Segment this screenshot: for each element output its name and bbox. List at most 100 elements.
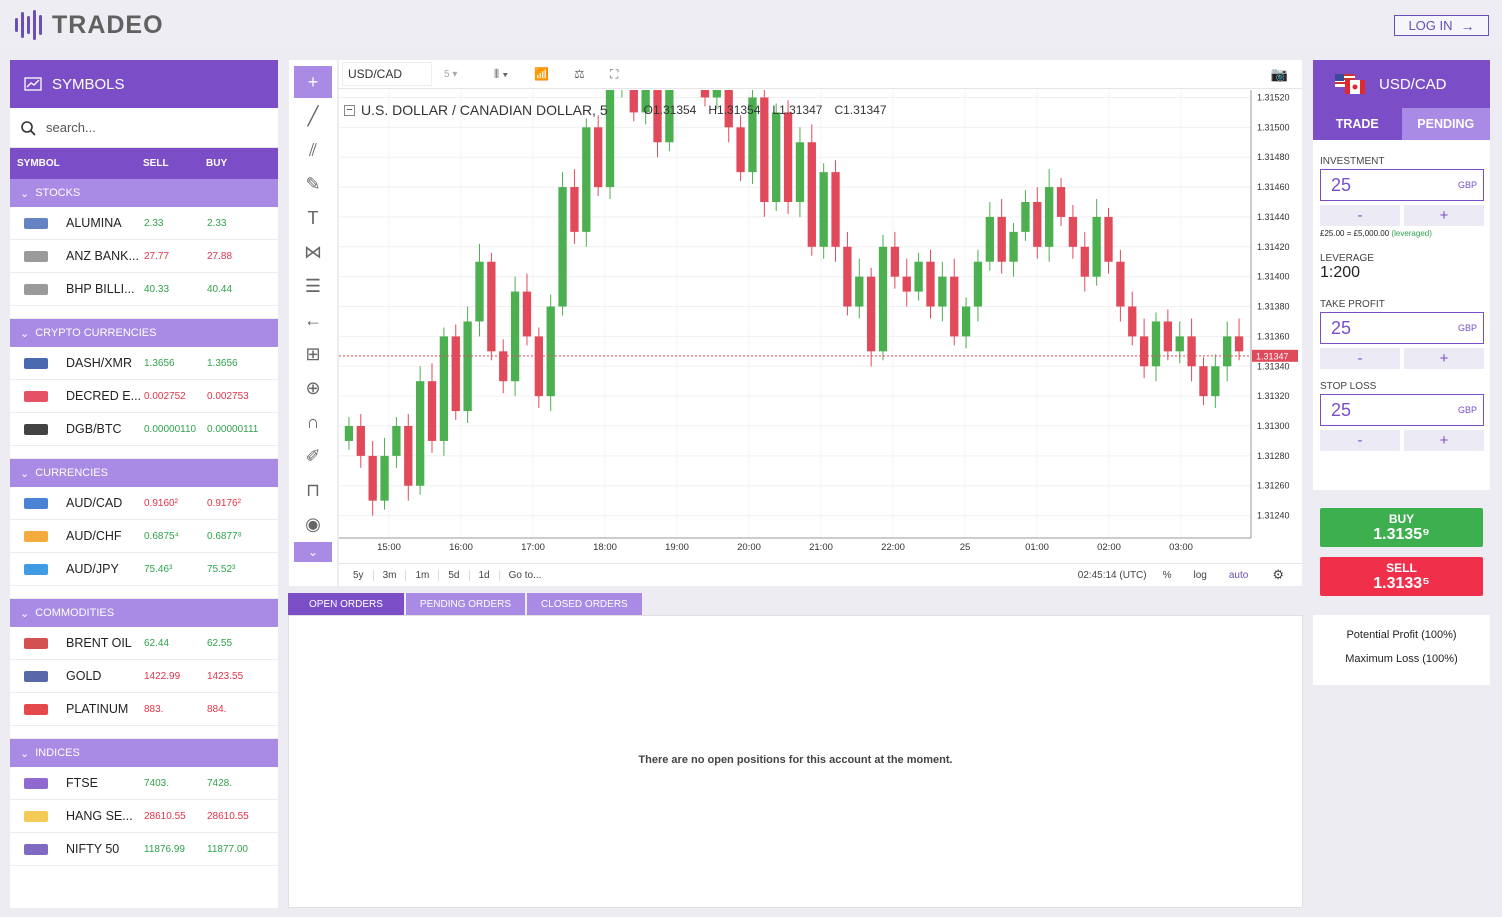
candlestick-chart[interactable]: 1.31520 1.31500 1.31480 1.31460 1.31440 1.314… — [339, 90, 1302, 564]
symbol-search[interactable]: search... — [10, 108, 278, 148]
fibonacci-tool-icon[interactable]: ☰ — [304, 275, 322, 296]
investment-plus-button[interactable]: + — [1404, 205, 1484, 226]
symbol-sell: 1.3656 — [144, 357, 175, 369]
symbol-row[interactable]: AUD/CAD 0.9160² 0.9176² — [10, 487, 278, 520]
candle-body — [380, 455, 389, 501]
category-header[interactable]: ⌄ CURRENCIES — [10, 459, 278, 487]
collapse-legend-icon[interactable]: − — [344, 104, 355, 116]
symbol-input[interactable]: USD/CAD — [342, 62, 432, 86]
chevron-down-icon: ⌄ — [20, 327, 30, 340]
investment-minus-button[interactable]: - — [1320, 205, 1400, 226]
category-header[interactable]: ⌄ INDICES — [10, 739, 278, 767]
ohlc-low: L1.31347 — [772, 103, 823, 117]
candle-body — [665, 90, 674, 143]
channel-tool-icon[interactable]: ⫽ — [308, 139, 318, 160]
symbol-row[interactable]: HANG SE... 28610.55 28610.55 — [10, 800, 278, 833]
range-button[interactable]: 5y — [339, 569, 374, 581]
category-header[interactable]: ⌄ STOCKS — [10, 179, 278, 207]
symbol-row[interactable]: ALUMINA 2.33 2.33 — [10, 207, 278, 240]
symbol-name: FTSE — [66, 776, 98, 790]
category-header[interactable]: ⌄ COMMODITIES — [10, 599, 278, 627]
range-button[interactable]: 5d — [439, 569, 470, 581]
candle-body — [855, 276, 864, 307]
fullscreen-icon[interactable]: ⛶ — [610, 66, 619, 81]
symbol-row[interactable]: BRENT OIL 62.44 62.55 — [10, 627, 278, 660]
tab-pending-orders[interactable]: PENDING ORDERS — [405, 593, 526, 615]
symbol-row[interactable]: GOLD 1422.99 1423.55 — [10, 660, 278, 693]
tab-pending[interactable]: PENDING — [1401, 108, 1490, 140]
zoom-in-icon[interactable]: ⊕ — [305, 377, 321, 398]
collapse-toolbar-icon[interactable]: ⌄ — [294, 542, 332, 562]
pattern-tool-icon[interactable]: ⋈ — [304, 241, 322, 262]
tab-closed-orders[interactable]: CLOSED ORDERS — [527, 593, 642, 615]
stop-loss-plus-button[interactable]: + — [1404, 430, 1484, 451]
percent-toggle[interactable]: % — [1162, 569, 1172, 581]
y-tick-label: 1.31520 — [1257, 92, 1290, 102]
tradeo-logo[interactable]: TRADEO — [14, 8, 164, 42]
search-input[interactable]: search... — [46, 120, 96, 135]
category-header[interactable]: ⌄ CRYPTO CURRENCIES — [10, 319, 278, 347]
symbol-row[interactable]: AUD/CHF 0.6875⁴ 0.6877⁸ — [10, 520, 278, 553]
stop-loss-minus-button[interactable]: - — [1320, 430, 1400, 451]
login-button[interactable]: LOG IN → — [1394, 15, 1489, 36]
trendline-tool-icon[interactable]: ╱ — [307, 105, 319, 126]
buy-button[interactable]: BUY 1.3135⁹ — [1320, 508, 1483, 547]
tab-trade[interactable]: TRADE — [1313, 108, 1402, 140]
candle-body — [1128, 306, 1137, 337]
symbol-row[interactable]: FTSE 7403. 7428. — [10, 767, 278, 800]
symbol-row[interactable]: PLATINUM 883. 884. — [10, 693, 278, 726]
investment-field[interactable]: 25 GBP — [1320, 169, 1484, 201]
unlock-icon[interactable]: ⊓ — [305, 479, 321, 500]
maximum-loss: Maximum Loss (100%) — [1345, 653, 1458, 665]
camera-icon[interactable]: 📷 — [1270, 65, 1288, 82]
symbol-row[interactable]: DECRED E... 0.002752 0.002753 — [10, 380, 278, 413]
candle-body — [1139, 336, 1149, 367]
sell-button[interactable]: SELL 1.3133⁵ — [1320, 557, 1483, 596]
brush-tool-icon[interactable]: ✎ — [305, 173, 321, 194]
candle-body — [712, 90, 722, 98]
symbol-logo-icon — [10, 800, 66, 832]
symbol-row[interactable]: AUD/JPY 75.46³ 75.52³ — [10, 553, 278, 586]
candle-body — [558, 187, 567, 307]
text-tool-icon[interactable]: T — [307, 207, 319, 228]
compare-icon[interactable]: ⚖ — [574, 67, 585, 81]
take-profit-minus-button[interactable]: - — [1320, 348, 1400, 369]
list-item-partial — [10, 586, 278, 599]
symbol-row[interactable]: ANZ BANK... 27.77 27.88 — [10, 240, 278, 273]
symbol-row[interactable]: DGB/BTC 0.00000110 0.00000111 — [10, 413, 278, 446]
symbol-row[interactable]: NIFTY 50 11876.99 11877.00 — [10, 833, 278, 866]
range-button[interactable]: 1d — [470, 569, 500, 581]
tab-open-orders[interactable]: OPEN ORDERS — [288, 593, 404, 615]
stop-loss-field[interactable]: 25 GBP — [1320, 394, 1484, 426]
col-buy: BUY — [206, 158, 228, 169]
candles-style-icon[interactable]: ⫴ ▾ — [494, 66, 509, 81]
interval-select[interactable]: 5 ▾ — [444, 68, 458, 80]
log-toggle[interactable]: log — [1193, 569, 1207, 581]
eye-icon[interactable]: ◉ — [305, 513, 321, 534]
symbol-name: DASH/XMR — [66, 356, 132, 370]
take-profit-field[interactable]: 25 GBP — [1320, 312, 1484, 344]
measure-tool-icon[interactable]: ⊞ — [305, 343, 321, 364]
candle-body — [1092, 216, 1101, 277]
crosshair-tool-icon[interactable]: + — [294, 66, 332, 98]
empty-orders-message: There are no open positions for this acc… — [638, 754, 953, 766]
range-button[interactable]: 1m — [406, 569, 440, 581]
candle-body — [1009, 231, 1018, 262]
arrow-tool-icon[interactable]: ← — [304, 309, 322, 330]
indicators-icon[interactable]: 📶 — [534, 67, 549, 81]
take-profit-plus-button[interactable]: + — [1404, 348, 1484, 369]
candle-body — [499, 351, 508, 382]
range-button[interactable]: 3m — [374, 569, 407, 581]
pencil-lock-icon[interactable]: ✐ — [305, 445, 321, 466]
magnet-icon[interactable]: ∩ — [306, 411, 320, 432]
settings-gear-icon[interactable]: ⚙ — [1272, 567, 1284, 582]
symbol-sell: 7403. — [144, 777, 170, 789]
range-button[interactable]: Go to... — [508, 569, 542, 581]
candle-body — [1104, 216, 1113, 262]
auto-toggle[interactable]: auto — [1228, 569, 1249, 581]
symbol-row[interactable]: DASH/XMR 1.3656 1.3656 — [10, 347, 278, 380]
candle-body — [1175, 336, 1184, 352]
symbol-name: AUD/CAD — [66, 496, 123, 510]
category-name: CRYPTO CURRENCIES — [35, 327, 157, 339]
symbol-row[interactable]: BHP BILLI... 40.33 40.44 — [10, 273, 278, 306]
